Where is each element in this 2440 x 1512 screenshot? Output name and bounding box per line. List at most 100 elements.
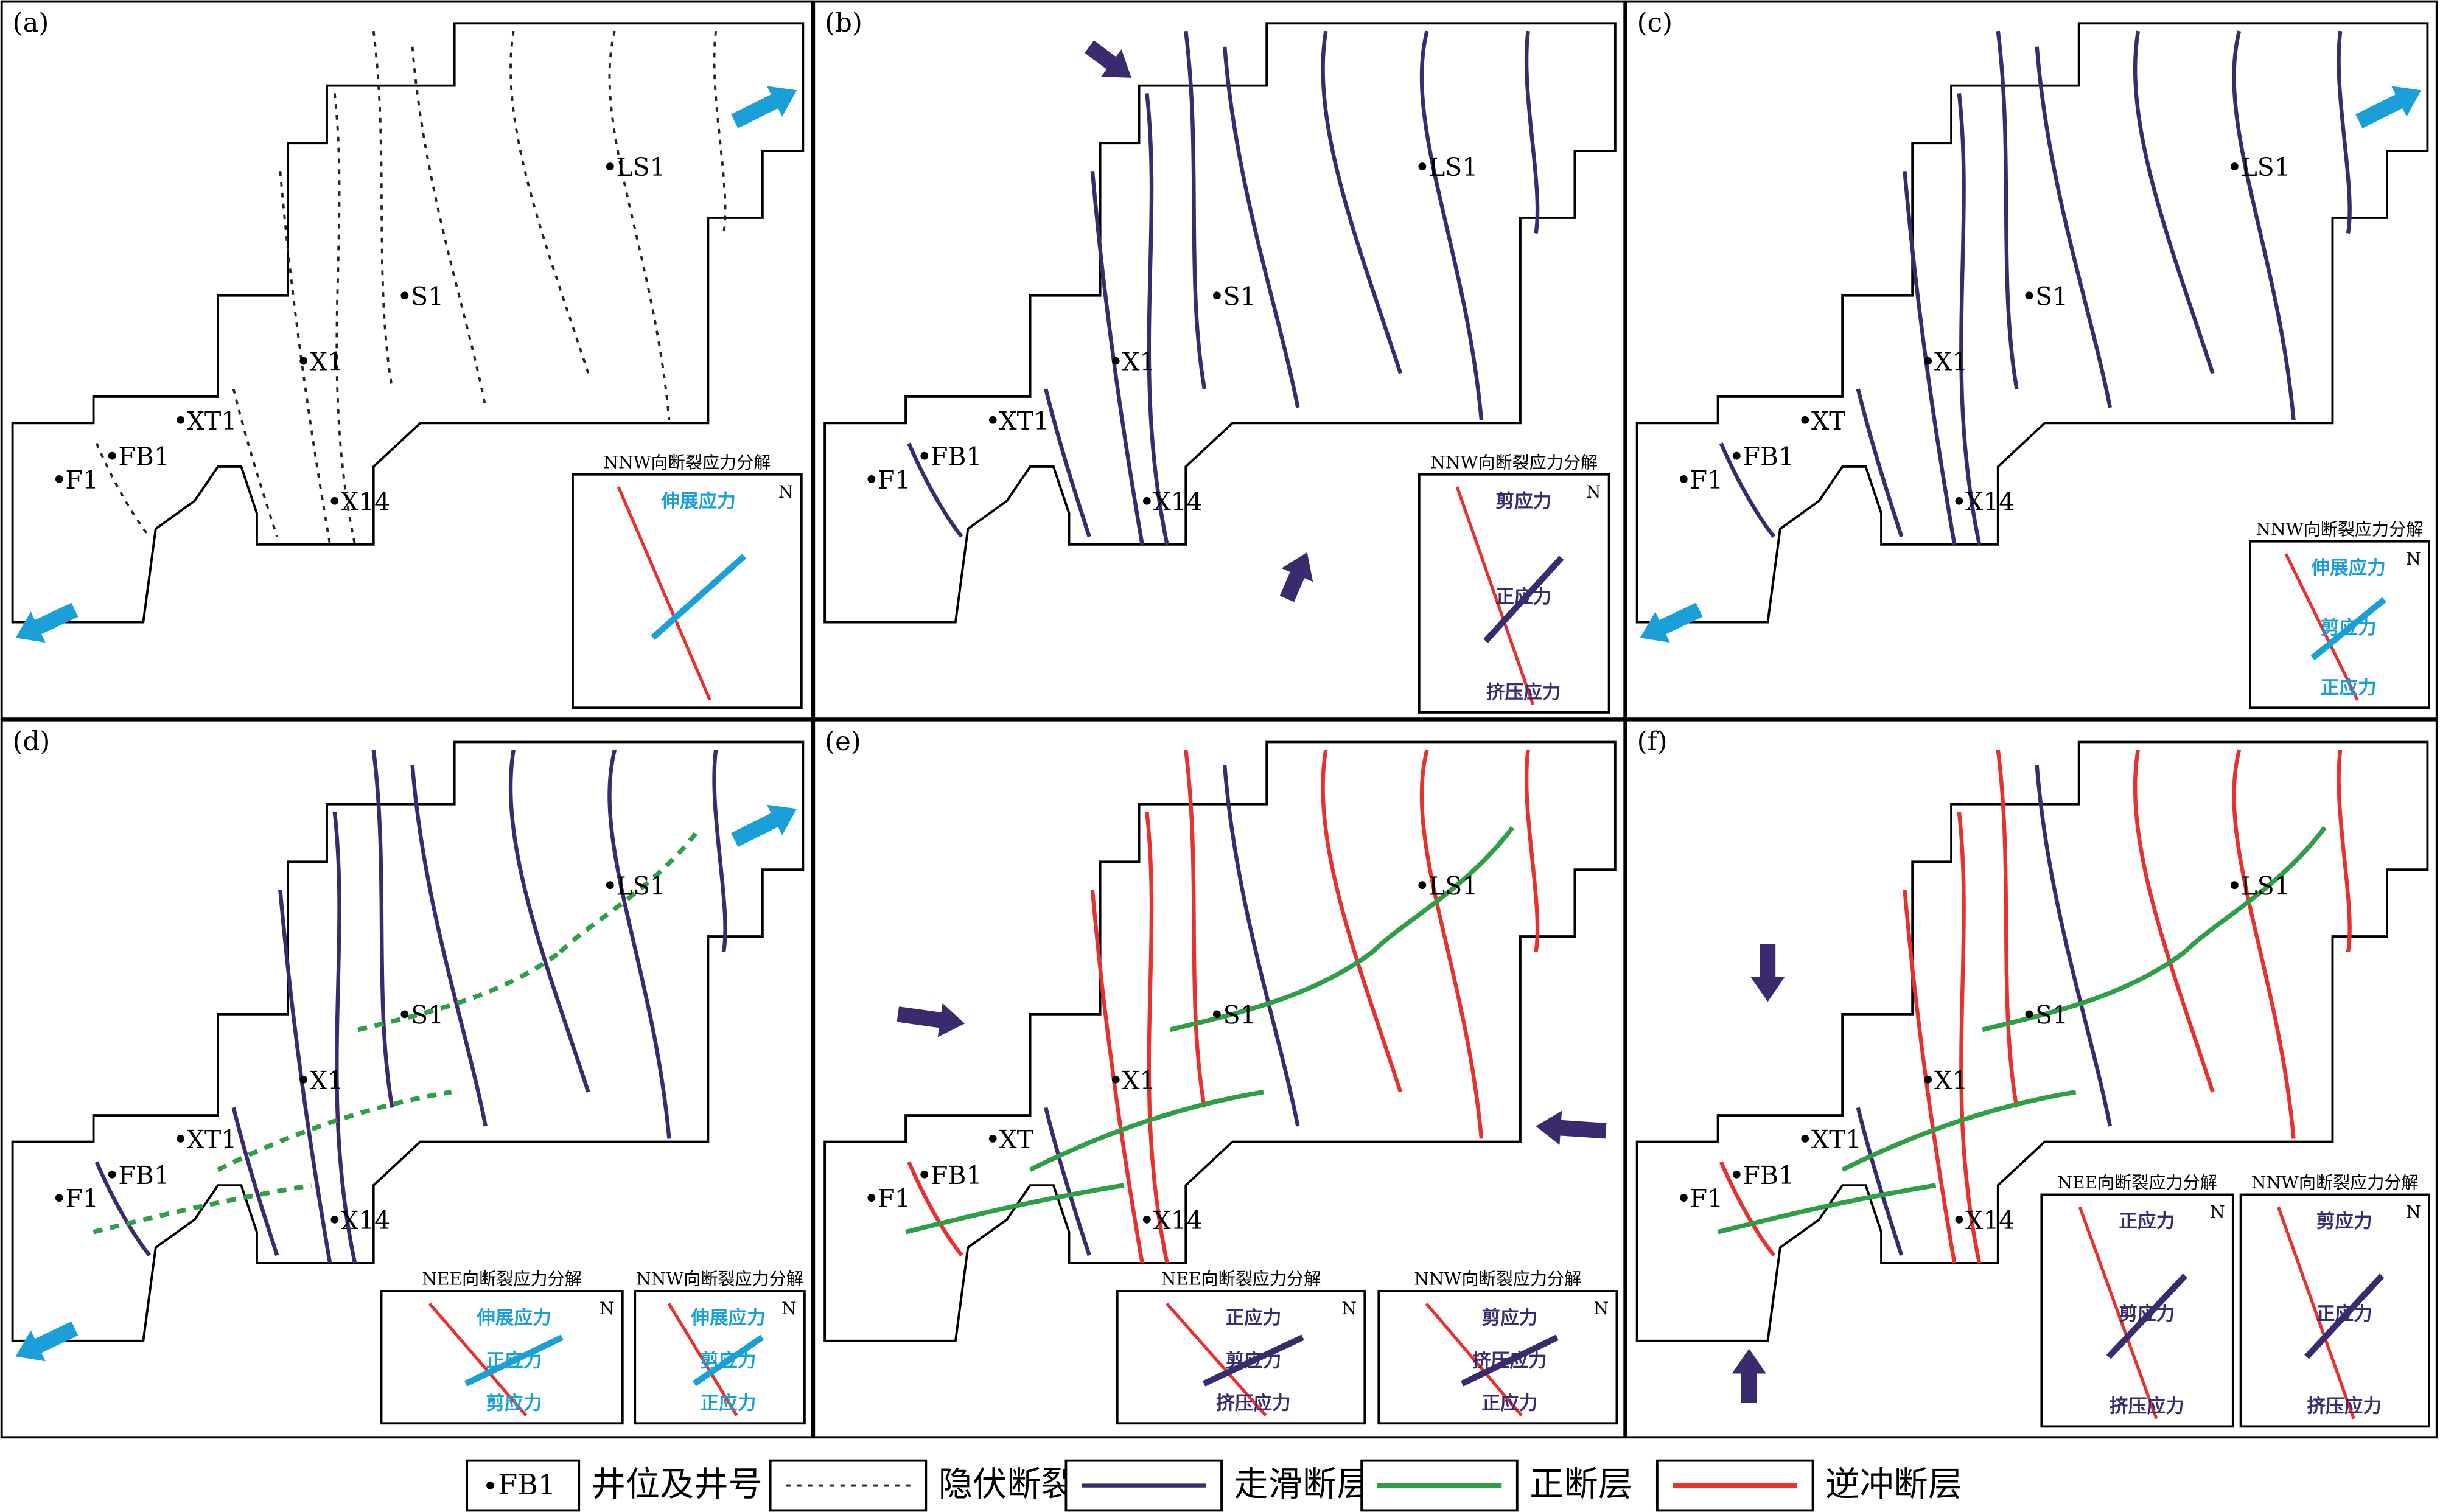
inset-fault <box>428 1302 528 1417</box>
fault <box>1044 1107 1091 1256</box>
well-dot <box>1732 451 1741 460</box>
inset-label: 正应力 <box>700 1393 756 1415</box>
well-dot <box>1801 416 1809 424</box>
legend-well-dot <box>486 1482 494 1489</box>
inset-north: N <box>1594 1298 1609 1319</box>
inset-fault <box>2078 1207 2158 1420</box>
fault <box>1145 812 1169 1264</box>
normal-fault <box>905 1183 1124 1235</box>
legend-text: 走滑断层 <box>1234 1465 1371 1505</box>
fault <box>232 388 279 537</box>
fault <box>1321 749 1403 1093</box>
fault <box>410 765 488 1127</box>
inset-stress <box>2304 1273 2385 1359</box>
well-dot <box>1418 162 1427 170</box>
legend-text: 井位及井号 <box>592 1465 763 1505</box>
inset-label: 正应力 <box>2119 1210 2175 1232</box>
normal-fault <box>1169 950 1374 1033</box>
inset-label: 剪应力 <box>700 1350 756 1371</box>
well-dot <box>1924 1075 1932 1084</box>
well-name: LS1 <box>617 871 666 901</box>
well-dot <box>2231 881 2239 890</box>
normal-fault <box>217 1089 452 1172</box>
map-outline <box>823 22 1617 624</box>
fault <box>1184 749 1207 1108</box>
inset-fault <box>2277 1207 2355 1420</box>
well-dot <box>2025 1010 2033 1019</box>
inset-label: 伸展应力 <box>660 490 736 512</box>
well-name: X1 <box>1934 1066 1968 1095</box>
well-name: LS1 <box>617 153 666 182</box>
inset-stress <box>1483 556 1564 644</box>
inset-frame <box>1377 1290 1618 1425</box>
inset-label: 挤压应力 <box>2307 1396 2382 1418</box>
well-dot <box>55 475 63 483</box>
stress-arrow <box>1536 1110 1607 1145</box>
fault <box>1222 46 1300 408</box>
well-dot <box>1955 1215 1963 1224</box>
well-name: FB1 <box>1743 442 1794 472</box>
inset-north: N <box>1586 482 1601 502</box>
well-dot <box>108 1170 116 1179</box>
well-dot <box>299 357 308 365</box>
fault <box>2133 30 2215 374</box>
well-dot <box>988 1135 997 1143</box>
well-name: XT1 <box>1811 1125 1861 1154</box>
well-name: X1 <box>1934 347 1968 377</box>
inset-label: 正应力 <box>1225 1307 1281 1329</box>
legend-well-box <box>466 1459 581 1512</box>
fault <box>231 1107 279 1256</box>
inset-frame <box>634 1290 806 1425</box>
inset-label: 剪应力 <box>486 1393 542 1415</box>
well-name: S1 <box>2035 1001 2068 1030</box>
inset-title: NEE向断裂应力分解 <box>422 1269 581 1289</box>
well-name: LS1 <box>2241 871 2290 901</box>
well-name: F1 <box>1690 465 1723 495</box>
stress-arrow <box>1279 552 1313 602</box>
inset-frame <box>572 473 803 709</box>
well-name: F1 <box>66 1184 99 1213</box>
inset-north: N <box>1341 1298 1357 1319</box>
well-dot <box>606 162 614 170</box>
well-name: FB1 <box>1743 1161 1794 1190</box>
panel-label: (c) <box>1637 8 1673 38</box>
fault <box>1856 388 1904 537</box>
inset-frame <box>1116 1290 1366 1425</box>
well-dot <box>1418 881 1427 890</box>
well-name: S1 <box>411 282 444 311</box>
fault <box>1419 749 1484 1139</box>
well-name: X1 <box>310 1066 343 1095</box>
inset-stress <box>1460 1334 1559 1387</box>
panel: (c) F1 FB1 XT X1 X14 S1 LS1 NNW向断裂应力分解 N 伸展应力剪应力正应… <box>1624 0 2438 720</box>
inset-title: NNW向断裂应力分解 <box>1414 1269 1581 1289</box>
fault <box>1321 30 1403 374</box>
inset-fault <box>667 1303 738 1416</box>
legend-text: 隐伏断裂 <box>939 1465 1075 1505</box>
fault <box>1145 93 1169 545</box>
fault <box>2035 765 2113 1127</box>
well-dot <box>400 291 409 300</box>
inset-label: 剪应力 <box>2316 1210 2372 1232</box>
fault <box>607 749 671 1139</box>
fault <box>2337 30 2352 234</box>
inset-label: 正应力 <box>1495 586 1551 608</box>
fault <box>1044 388 1091 537</box>
well-dot <box>1111 357 1120 365</box>
inset-frame <box>380 1290 624 1425</box>
fault <box>509 30 590 374</box>
fault <box>1719 442 1776 538</box>
well-dot <box>920 451 929 460</box>
well-dot <box>867 475 876 483</box>
fault <box>332 812 357 1264</box>
stress-arrow <box>731 86 797 128</box>
well-dot <box>1732 1170 1741 1179</box>
well-dot <box>606 881 614 890</box>
inset-title: NEE向断裂应力分解 <box>1161 1269 1321 1289</box>
panel-frame <box>1624 719 2438 1439</box>
panel: (a) F1 FB1 XT1 X1 X14 S1 LS1 NNW向断裂应力分解 N 伸展应力 <box>0 0 814 720</box>
inset-label: 剪应力 <box>2119 1303 2175 1325</box>
panel-frame <box>1624 0 2438 720</box>
inset-north: N <box>2210 1202 2225 1222</box>
stress-arrow <box>15 1321 79 1362</box>
